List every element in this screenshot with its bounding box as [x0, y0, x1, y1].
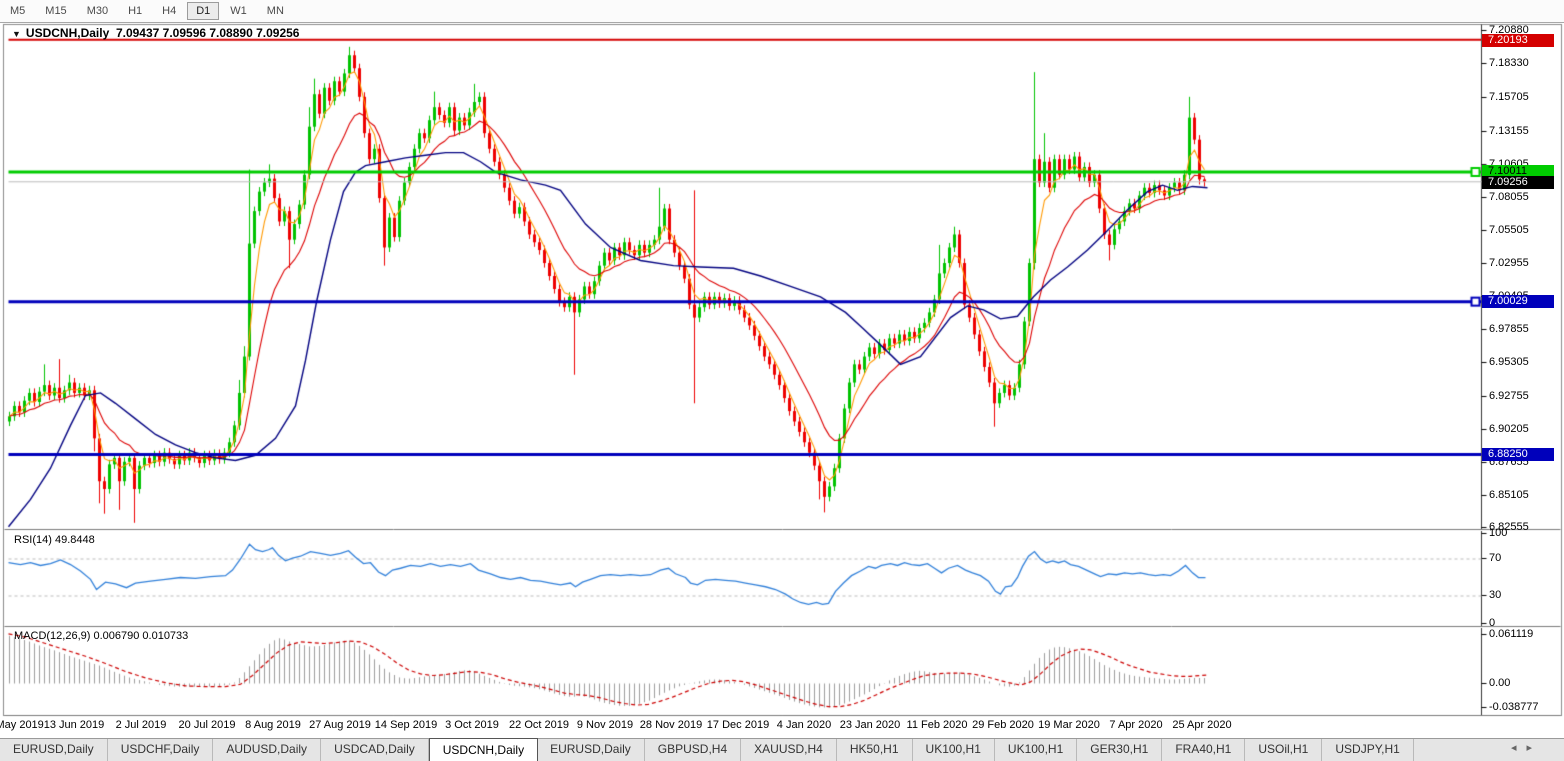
timeframe-button[interactable]: W1: [230, 5, 247, 17]
timeframe-toolbar: M5 M15 M30 H1 H4 D1 W1 MN: [0, 0, 1564, 23]
timeframe-button[interactable]: D1: [187, 2, 220, 20]
chart-tab[interactable]: USOil,H1: [1245, 739, 1323, 761]
timeframe-button-list: M5 M15 M30 H1 H4 D1 W1 MN: [0, 2, 294, 20]
chart-tab[interactable]: EURUSD,Daily: [537, 739, 645, 761]
tab-scroll-arrows: ◂▸: [1511, 741, 1542, 754]
chart-tab[interactable]: UK100,H1: [995, 739, 1078, 761]
chart-tab[interactable]: HK50,H1: [837, 739, 913, 761]
chart-canvas[interactable]: [0, 23, 1564, 738]
timeframe-button[interactable]: M15: [45, 5, 67, 17]
tab-scroll-right-icon[interactable]: ▸: [1526, 742, 1542, 754]
chart-tab[interactable]: EURUSD,Daily: [0, 739, 108, 761]
chart-tabbar: EURUSD,Daily USDCHF,Daily AUDUSD,Daily USDC…: [0, 738, 1564, 761]
chart-tab[interactable]: AUDUSD,Daily: [213, 739, 322, 761]
chart-tab[interactable]: USDJPY,H1: [1322, 739, 1414, 761]
timeframe-button[interactable]: H4: [162, 5, 177, 17]
chart-tab[interactable]: UK100,H1: [913, 739, 995, 761]
chart-tab[interactable]: GER30,H1: [1077, 739, 1163, 761]
chart-tab[interactable]: USDCAD,Daily: [321, 739, 429, 761]
timeframe-button[interactable]: M30: [86, 5, 109, 17]
timeframe-button[interactable]: M5: [10, 5, 26, 17]
timeframe-button[interactable]: MN: [266, 5, 284, 17]
timeframe-button[interactable]: H1: [128, 5, 143, 17]
chart-tab[interactable]: XAUUSD,H4: [741, 739, 837, 761]
chart-tab[interactable]: GBPUSD,H4: [645, 739, 742, 761]
chart-tab[interactable]: USDCNH,Daily: [428, 738, 539, 761]
tab-scroll-left-icon[interactable]: ◂: [1510, 742, 1527, 754]
chart-tab[interactable]: USDCHF,Daily: [108, 739, 214, 761]
chart-tab-list: EURUSD,Daily USDCHF,Daily AUDUSD,Daily USDC…: [0, 738, 1414, 761]
chart-tab[interactable]: FRA40,H1: [1162, 739, 1246, 761]
